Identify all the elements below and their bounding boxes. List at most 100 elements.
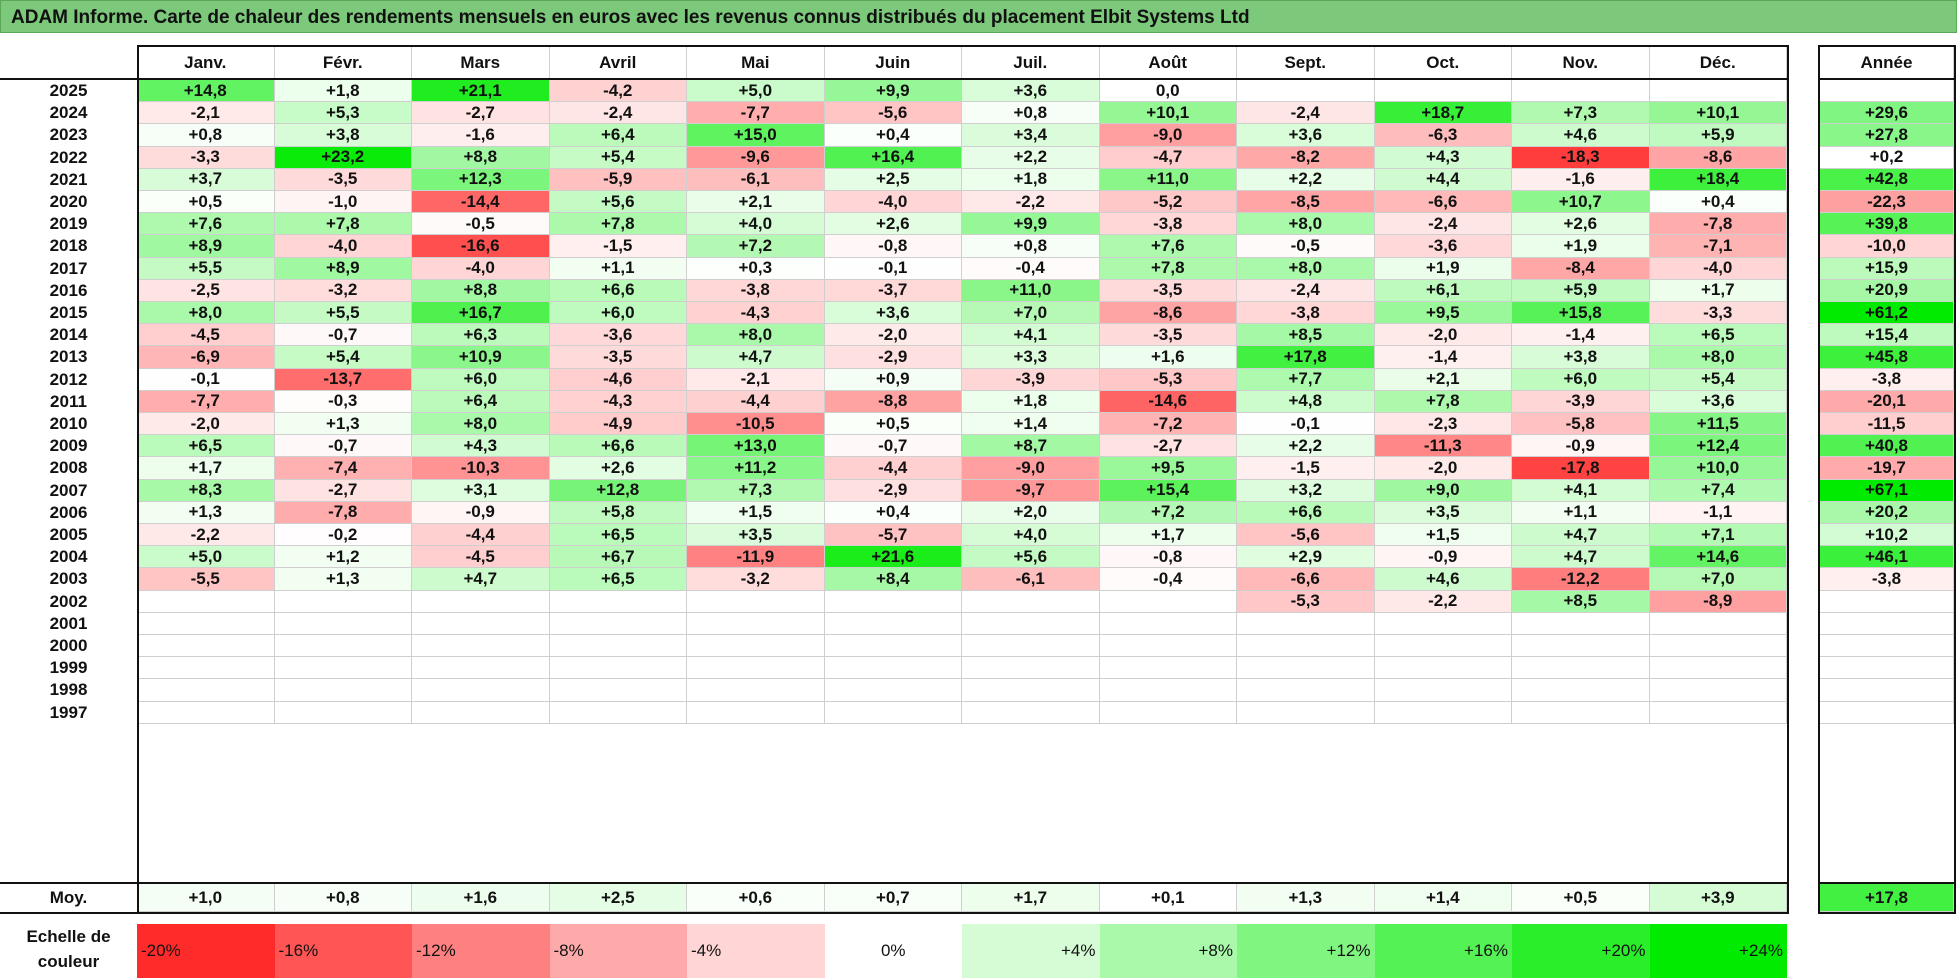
- heatmap-cell: -6,6: [1237, 568, 1375, 591]
- heatmap-cell: [137, 590, 275, 613]
- heatmap-cell: +3,3: [962, 346, 1100, 369]
- heatmap-cell: -8,6: [1099, 302, 1237, 325]
- year-label: 1999: [49, 658, 88, 678]
- heatmap-cell: -1,5: [549, 235, 687, 258]
- heatmap-cell: +4,8: [1237, 390, 1375, 413]
- heatmap-cell: -3,5: [1099, 324, 1237, 347]
- heatmap-cell: -1,4: [1374, 346, 1512, 369]
- heatmap-cell: +4,7: [1512, 546, 1650, 569]
- annual-cell: -3,8: [1820, 368, 1954, 391]
- scale-cell: -12%: [412, 924, 550, 978]
- average-cell: +0,5: [1512, 884, 1650, 912]
- heatmap-cell: -6,1: [962, 568, 1100, 591]
- heatmap-cell: +2,9: [1237, 546, 1375, 569]
- heatmap-cell: -3,7: [824, 279, 962, 302]
- heatmap-cell: +9,5: [1374, 302, 1512, 325]
- heatmap-cell: [549, 612, 687, 635]
- heatmap-cell: -0,7: [824, 435, 962, 458]
- heatmap-cell: +0,8: [962, 235, 1100, 258]
- annual-cell: +67,1: [1820, 479, 1954, 502]
- heatmap-cell: +3,8: [1512, 346, 1650, 369]
- heatmap-cell: +5,4: [1649, 368, 1787, 391]
- heatmap-cell: +7,7: [1237, 368, 1375, 391]
- heatmap-cell: -0,1: [1237, 413, 1375, 436]
- heatmap-cell: +6,6: [549, 279, 687, 302]
- heatmap-cell: +13,0: [687, 435, 825, 458]
- heatmap-cell: -9,0: [1099, 124, 1237, 147]
- heatmap-cell: +7,8: [1374, 390, 1512, 413]
- heatmap-cell: -18,3: [1512, 146, 1650, 169]
- heatmap-cell: [687, 635, 825, 658]
- heatmap-cell: [1374, 657, 1512, 680]
- heatmap-cell: -0,3: [274, 390, 412, 413]
- heatmap-cell: +4,1: [1512, 479, 1650, 502]
- heatmap-cell: -8,8: [824, 390, 962, 413]
- heatmap-cell: -14,4: [412, 191, 550, 214]
- heatmap-cell: [824, 701, 962, 724]
- heatmap-cell: +1,2: [274, 546, 412, 569]
- heatmap-cell: +4,7: [1512, 524, 1650, 547]
- heatmap-cell: [687, 701, 825, 724]
- heatmap-cell: [824, 679, 962, 702]
- annual-cell: -3,8: [1820, 568, 1954, 591]
- heatmap-cell: -6,6: [1374, 191, 1512, 214]
- heatmap-cell: -5,6: [1237, 524, 1375, 547]
- heatmap-cell: +9,9: [962, 213, 1100, 236]
- heatmap-cell: -0,7: [274, 324, 412, 347]
- heatmap-cell: -7,4: [274, 457, 412, 480]
- average-cell: +0,1: [1099, 884, 1237, 912]
- report-title-bar: ADAM Informe. Carte de chaleur des rende…: [0, 0, 1957, 33]
- heatmap-cell: +11,5: [1649, 413, 1787, 436]
- heatmap-cell: +8,9: [137, 235, 275, 258]
- heatmap-cell: [549, 657, 687, 680]
- heatmap-cell: +1,4: [962, 413, 1100, 436]
- heatmap-cell: -4,5: [137, 324, 275, 347]
- heatmap-cell: [274, 701, 412, 724]
- heatmap-cell: -14,6: [1099, 390, 1237, 413]
- heatmap-cell: +11,0: [962, 279, 1100, 302]
- heatmap-cell: -3,5: [274, 168, 412, 191]
- heatmap-cell: [412, 612, 550, 635]
- heatmap-cell: +7,8: [274, 213, 412, 236]
- annual-cell: +20,9: [1820, 279, 1954, 302]
- heatmap-cell: -4,5: [412, 546, 550, 569]
- heatmap-cell: -3,5: [549, 346, 687, 369]
- heatmap-cell: +8,0: [687, 324, 825, 347]
- heatmap-cell: +1,7: [137, 457, 275, 480]
- heatmap-cell: -0,1: [824, 257, 962, 280]
- annual-rule-top: [1820, 78, 1954, 80]
- heatmap-cell: -3,8: [1237, 302, 1375, 325]
- annual-cell: [1820, 590, 1954, 613]
- heatmap-cell: -0,2: [274, 524, 412, 547]
- year-label: 2017: [49, 258, 88, 278]
- heatmap-cell: -3,6: [1374, 235, 1512, 258]
- heatmap-cell: -2,4: [1237, 279, 1375, 302]
- heatmap-cell: +10,0: [1649, 457, 1787, 480]
- heatmap-cell: [1374, 701, 1512, 724]
- heatmap-cell: -8,2: [1237, 146, 1375, 169]
- heatmap-cell: +6,5: [549, 568, 687, 591]
- heatmap-cell: -1,6: [1512, 168, 1650, 191]
- annual-cell: +39,8: [1820, 213, 1954, 236]
- heatmap-cell: [549, 635, 687, 658]
- heatmap-cell: +7,8: [549, 213, 687, 236]
- heatmap-cell: +5,3: [274, 102, 412, 125]
- heatmap-cell: [962, 657, 1100, 680]
- heatmap-cell: +6,5: [1649, 324, 1787, 347]
- heatmap-cell: -4,4: [412, 524, 550, 547]
- heatmap-cell: -1,5: [1237, 457, 1375, 480]
- heatmap-cell: +12,3: [412, 168, 550, 191]
- heatmap-cell: +1,8: [962, 168, 1100, 191]
- year-label: 2019: [49, 214, 88, 234]
- heatmap-cell: -11,9: [687, 546, 825, 569]
- heatmap-cell: +8,5: [1512, 590, 1650, 613]
- average-cell: +1,7: [962, 884, 1100, 912]
- heatmap-cell: +5,4: [549, 146, 687, 169]
- heatmap-cell: -2,4: [1374, 213, 1512, 236]
- heatmap-cell: +8,7: [962, 435, 1100, 458]
- scale-cell: +20%: [1512, 924, 1650, 978]
- heatmap-cell: +8,5: [1237, 324, 1375, 347]
- heatmap-cell: +4,0: [687, 213, 825, 236]
- heatmap-cell: +5,9: [1512, 279, 1650, 302]
- annual-cell: +42,8: [1820, 168, 1954, 191]
